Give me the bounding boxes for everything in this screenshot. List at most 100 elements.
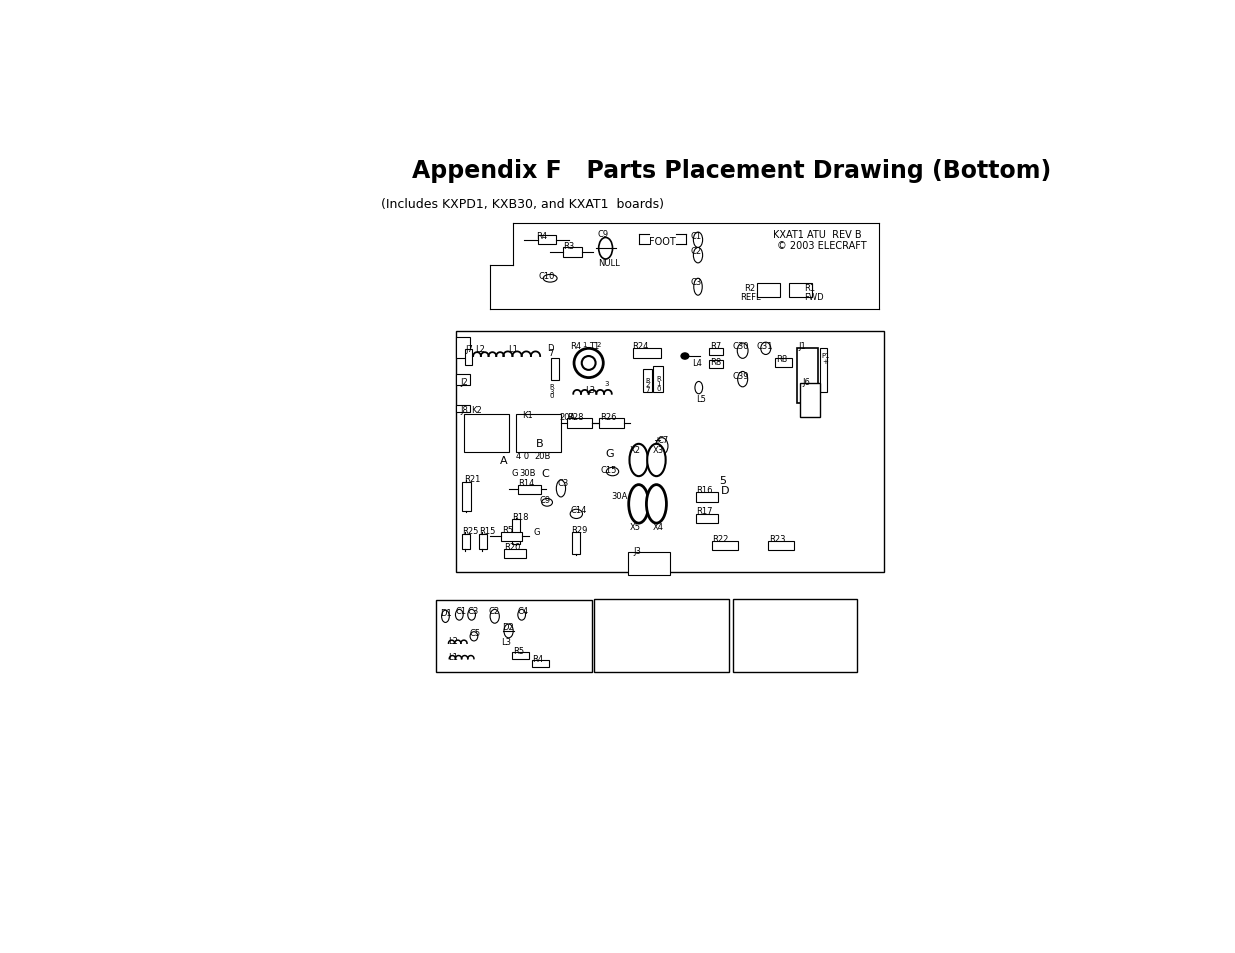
Text: © 2003 ELECRAFT: © 2003 ELECRAFT [777, 240, 867, 251]
Bar [456, 337, 471, 359]
Bar [456, 405, 471, 413]
Bar [757, 284, 779, 297]
Text: G: G [534, 527, 541, 537]
Bar [697, 493, 718, 502]
Ellipse shape [737, 372, 747, 388]
Text: L2: L2 [448, 636, 458, 645]
Bar [653, 367, 663, 393]
Text: X4: X4 [652, 522, 663, 531]
Text: D2: D2 [503, 622, 514, 631]
Bar [567, 419, 592, 428]
Text: L3: L3 [501, 638, 511, 646]
Text: (Includes KXPD1, KXB30, and KXAT1  boards): (Includes KXPD1, KXB30, and KXAT1 boards… [380, 197, 663, 211]
Bar [462, 535, 471, 550]
Ellipse shape [490, 610, 499, 623]
Ellipse shape [542, 499, 552, 507]
Text: D1: D1 [440, 608, 452, 618]
Ellipse shape [543, 275, 557, 283]
Text: R4: R4 [532, 655, 543, 663]
Bar [436, 600, 592, 672]
Ellipse shape [582, 356, 595, 371]
Text: J8: J8 [461, 406, 468, 415]
Bar [709, 348, 722, 355]
Text: C30: C30 [732, 342, 750, 351]
Text: R14: R14 [519, 479, 535, 488]
Text: L2: L2 [475, 345, 485, 355]
Text: J3: J3 [634, 547, 641, 556]
Text: R16: R16 [697, 485, 713, 494]
Text: C39: C39 [732, 372, 750, 380]
Bar [532, 660, 548, 667]
Text: C2: C2 [489, 607, 500, 616]
Bar [513, 653, 530, 659]
Text: +: + [653, 436, 662, 446]
Text: D: D [547, 344, 553, 353]
Ellipse shape [456, 610, 463, 620]
Text: 30A: 30A [611, 491, 627, 500]
Bar [799, 383, 820, 417]
Text: C: C [541, 468, 548, 478]
Text: K2: K2 [472, 406, 483, 415]
Bar [820, 348, 827, 393]
Text: 7: 7 [646, 387, 650, 393]
Ellipse shape [629, 485, 648, 523]
Text: L1: L1 [448, 653, 458, 661]
Bar [516, 415, 561, 453]
Text: L5: L5 [697, 395, 706, 403]
Ellipse shape [693, 248, 703, 264]
Text: 3: 3 [604, 380, 609, 387]
Text: 1: 1 [657, 380, 661, 387]
Text: Appendix F   Parts Placement Drawing (Bottom): Appendix F Parts Placement Drawing (Bott… [411, 159, 1051, 183]
Text: C31: C31 [757, 342, 773, 351]
Text: FWD: FWD [804, 293, 824, 302]
Text: +: + [823, 358, 827, 364]
Text: 1: 1 [583, 342, 587, 348]
Bar [734, 598, 857, 672]
Text: KXAT1 ATU  REV B: KXAT1 ATU REV B [773, 230, 862, 240]
Bar [517, 485, 541, 495]
Bar [464, 415, 509, 453]
Ellipse shape [468, 610, 475, 620]
Text: R8: R8 [776, 355, 787, 363]
Text: L1: L1 [508, 345, 517, 355]
Ellipse shape [442, 611, 450, 623]
Text: L3: L3 [585, 385, 595, 395]
Bar [572, 533, 580, 555]
Text: R23: R23 [769, 535, 787, 543]
Text: R: R [657, 375, 661, 382]
Text: R22: R22 [711, 535, 729, 543]
Bar [776, 359, 792, 368]
Text: C5: C5 [469, 628, 480, 638]
Text: J1: J1 [798, 342, 806, 351]
Bar [627, 553, 671, 576]
Text: C3: C3 [467, 607, 478, 616]
Bar [711, 541, 739, 551]
Ellipse shape [694, 279, 703, 295]
Bar [537, 236, 556, 245]
Bar [797, 348, 818, 403]
Ellipse shape [630, 444, 648, 476]
Text: C3: C3 [690, 277, 701, 287]
Text: R15: R15 [479, 527, 495, 536]
Text: X3: X3 [652, 445, 663, 454]
Text: R25: R25 [462, 527, 479, 536]
Text: NULL: NULL [598, 259, 620, 268]
Text: C9: C9 [598, 230, 609, 239]
Text: R3: R3 [563, 242, 574, 251]
Bar [697, 515, 718, 523]
Text: R26: R26 [600, 413, 616, 422]
Text: L4: L4 [692, 358, 701, 367]
Text: J6: J6 [803, 377, 810, 386]
Text: C14: C14 [571, 505, 588, 514]
Bar [456, 375, 471, 385]
Text: R29: R29 [571, 526, 588, 535]
Ellipse shape [646, 485, 667, 523]
Ellipse shape [574, 349, 603, 378]
Text: D: D [721, 485, 730, 496]
Text: R1: R1 [804, 284, 815, 293]
Text: 20A: 20A [559, 413, 576, 422]
Ellipse shape [571, 510, 583, 519]
Bar [511, 519, 520, 544]
Text: A: A [500, 456, 508, 466]
Bar [594, 598, 729, 672]
